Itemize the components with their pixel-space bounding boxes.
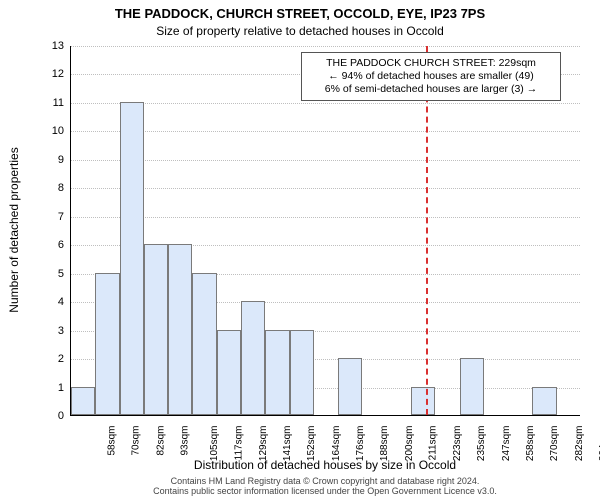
histogram-bar — [290, 330, 314, 415]
y-tick-label: 4 — [58, 296, 64, 308]
y-tick-label: 0 — [58, 410, 64, 422]
histogram-bar — [217, 330, 241, 415]
title-main: THE PADDOCK, CHURCH STREET, OCCOLD, EYE,… — [0, 6, 600, 21]
y-axis-label: Number of detached properties — [7, 147, 21, 312]
gridline-h — [71, 188, 580, 189]
histogram-bar — [265, 330, 289, 415]
x-tick-label: 164sqm — [331, 426, 342, 462]
x-tick-label: 247sqm — [501, 426, 512, 462]
histogram-bar — [168, 244, 192, 415]
x-tick-label: 82sqm — [155, 426, 166, 456]
y-tick-label: 9 — [58, 154, 64, 166]
histogram-bar — [532, 387, 556, 415]
x-tick-label: 141sqm — [282, 426, 293, 462]
y-tick-label: 2 — [58, 353, 64, 365]
chart-container: THE PADDOCK, CHURCH STREET, OCCOLD, EYE,… — [0, 0, 600, 500]
x-tick-label: 235sqm — [477, 426, 488, 462]
x-tick-label: 282sqm — [574, 426, 585, 462]
histogram-bar — [144, 244, 168, 415]
x-tick-label: 93sqm — [180, 426, 191, 456]
annotation-line: 6% of semi-detached houses are larger (3… — [308, 83, 554, 96]
plot-area: THE PADDOCK CHURCH STREET: 229sqm← 94% o… — [70, 46, 580, 416]
y-tick-label: 11 — [53, 97, 64, 109]
gridline-h — [71, 103, 580, 104]
x-tick-label: 270sqm — [549, 426, 560, 462]
x-tick-label: 176sqm — [355, 426, 366, 462]
x-axis-label: Distribution of detached houses by size … — [70, 458, 580, 472]
footer-attribution: Contains HM Land Registry data © Crown c… — [70, 476, 580, 497]
footer-line-1: Contains HM Land Registry data © Crown c… — [70, 476, 580, 486]
x-tick-label: 70sqm — [131, 426, 142, 456]
y-tick-label: 10 — [52, 125, 64, 137]
annotation-box: THE PADDOCK CHURCH STREET: 229sqm← 94% o… — [301, 52, 561, 101]
x-tick-label: 211sqm — [427, 426, 438, 461]
x-tick-label: 188sqm — [379, 426, 390, 462]
x-tick-label: 223sqm — [452, 426, 463, 462]
x-tick-label: 200sqm — [404, 426, 415, 462]
y-tick-label: 13 — [52, 40, 64, 52]
footer-line-2: Contains public sector information licen… — [70, 486, 580, 496]
y-tick-label: 7 — [58, 211, 64, 223]
histogram-bar — [192, 273, 216, 415]
title-sub: Size of property relative to detached ho… — [0, 24, 600, 38]
histogram-bar — [71, 387, 95, 415]
gridline-h — [71, 160, 580, 161]
histogram-bar — [120, 102, 144, 415]
x-tick-label: 129sqm — [258, 426, 269, 462]
y-tick-label: 5 — [58, 268, 64, 280]
x-tick-label: 258sqm — [525, 426, 536, 462]
histogram-bar — [338, 358, 362, 415]
x-tick-label: 117sqm — [233, 426, 244, 461]
x-tick-label: 152sqm — [307, 426, 318, 462]
gridline-h — [71, 46, 580, 47]
histogram-bar — [95, 273, 119, 415]
y-tick-label: 8 — [58, 182, 64, 194]
histogram-bar — [241, 301, 265, 415]
x-tick-label: 58sqm — [107, 426, 118, 456]
x-tick-label: 105sqm — [209, 426, 220, 462]
y-tick-label: 3 — [58, 325, 64, 337]
y-tick-label: 6 — [58, 239, 64, 251]
gridline-h — [71, 131, 580, 132]
y-tick-label: 12 — [52, 68, 64, 80]
histogram-bar — [460, 358, 484, 415]
histogram-bar — [411, 387, 435, 415]
gridline-h — [71, 217, 580, 218]
annotation-line: THE PADDOCK CHURCH STREET: 229sqm — [308, 57, 554, 70]
y-tick-label: 1 — [58, 382, 64, 394]
annotation-line: ← 94% of detached houses are smaller (49… — [308, 70, 554, 83]
